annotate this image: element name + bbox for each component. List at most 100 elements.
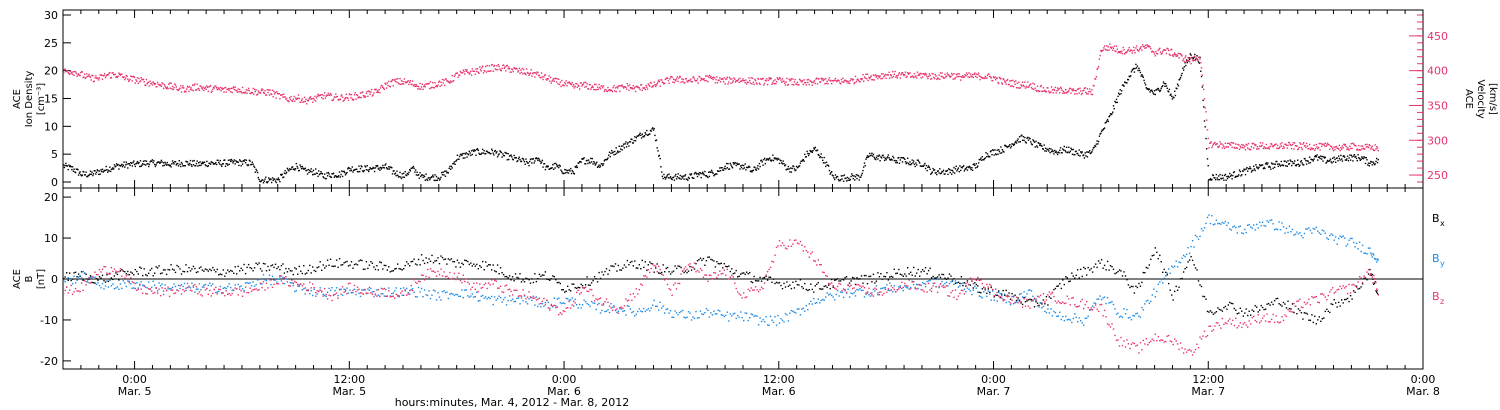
density-point: [675, 178, 678, 180]
density-point: [1100, 130, 1103, 133]
density-point: [749, 166, 751, 168]
density-point: [1308, 156, 1311, 158]
by-point: [303, 288, 305, 290]
velocity-point: [1200, 67, 1203, 69]
velocity-point: [1039, 85, 1042, 88]
velocity-point: [424, 86, 426, 88]
bx-point: [188, 267, 190, 269]
velocity-point: [1047, 87, 1049, 89]
velocity-point: [1338, 144, 1341, 146]
velocity-point: [879, 75, 881, 77]
bx-point: [713, 260, 715, 262]
density-point: [438, 179, 441, 181]
velocity-point: [1238, 148, 1241, 150]
bx-point: [550, 278, 552, 280]
velocity-point: [1229, 144, 1232, 146]
density-point: [842, 180, 845, 182]
velocity-point: [206, 85, 208, 87]
density-point: [552, 164, 554, 166]
density-point: [1093, 146, 1095, 149]
bx-point: [586, 276, 588, 278]
density-point: [696, 173, 698, 175]
density-point: [640, 134, 642, 136]
density-point: [240, 165, 242, 167]
velocity-point: [966, 73, 969, 76]
velocity-point: [534, 76, 536, 78]
velocity-point: [762, 77, 764, 80]
density-point: [1165, 85, 1168, 87]
density-point: [349, 170, 351, 172]
velocity-point: [1212, 144, 1214, 147]
bx-point: [337, 266, 339, 268]
density-point: [1250, 167, 1252, 170]
velocity-point: [1062, 92, 1064, 94]
density-axis-label-line3: [cm⁻³]: [36, 83, 47, 115]
density-point: [356, 168, 358, 170]
velocity-point: [260, 89, 262, 92]
velocity-point: [965, 75, 967, 77]
density-point: [211, 161, 213, 164]
velocity-point: [203, 87, 206, 90]
bx-point: [288, 268, 290, 270]
velocity-point: [464, 69, 467, 71]
density-point: [129, 164, 131, 166]
density-point: [942, 171, 944, 173]
velocity-point: [165, 87, 167, 89]
velocity-point: [1043, 90, 1045, 92]
bx-point: [1188, 259, 1191, 261]
density-point: [418, 177, 421, 179]
velocity-point: [1141, 44, 1144, 46]
density-point: [830, 172, 832, 174]
velocity-point: [295, 98, 297, 101]
velocity-point: [235, 89, 237, 91]
density-point: [1337, 160, 1339, 162]
density-point: [1212, 174, 1215, 177]
velocity-point: [977, 72, 980, 74]
velocity-point: [827, 83, 829, 85]
bx-point: [1060, 287, 1062, 290]
density-point: [195, 162, 198, 165]
density-point: [901, 161, 904, 163]
velocity-point: [705, 75, 707, 77]
density-point: [104, 169, 106, 172]
density-point: [1051, 149, 1054, 151]
density-point: [741, 164, 743, 166]
velocity-point: [1065, 89, 1067, 91]
velocity-point: [1127, 49, 1130, 51]
bx-point: [352, 267, 354, 269]
velocity-point: [418, 88, 421, 90]
bx-point: [1114, 272, 1116, 275]
bx-point: [829, 288, 831, 290]
velocity-point: [985, 77, 987, 79]
velocity-point: [78, 74, 81, 77]
density-point: [919, 165, 922, 167]
by-point: [134, 282, 136, 285]
velocity-point: [1089, 91, 1092, 93]
velocity-point: [1054, 86, 1057, 89]
density-point: [91, 171, 93, 173]
density-point: [366, 165, 368, 167]
bx-point: [230, 269, 232, 272]
bx-point: [1008, 292, 1010, 294]
velocity-point: [888, 71, 890, 73]
density-point: [907, 162, 910, 165]
density-point: [538, 157, 540, 160]
velocity-point: [1260, 145, 1262, 147]
velocity-point: [1135, 47, 1137, 49]
bx-point: [690, 269, 693, 271]
bx-point: [1269, 304, 1271, 306]
bx-point: [137, 273, 139, 275]
velocity-point: [1121, 50, 1123, 52]
density-point: [735, 164, 737, 167]
density-point: [283, 172, 286, 174]
velocity-point: [593, 83, 596, 85]
density-point: [814, 146, 816, 149]
density-point: [983, 158, 986, 160]
density-point: [1122, 84, 1124, 86]
velocity-point: [444, 84, 446, 86]
density-point: [259, 180, 262, 183]
density-point: [462, 157, 464, 159]
by-point: [258, 278, 260, 281]
density-point: [602, 163, 605, 165]
density-point: [566, 171, 568, 174]
